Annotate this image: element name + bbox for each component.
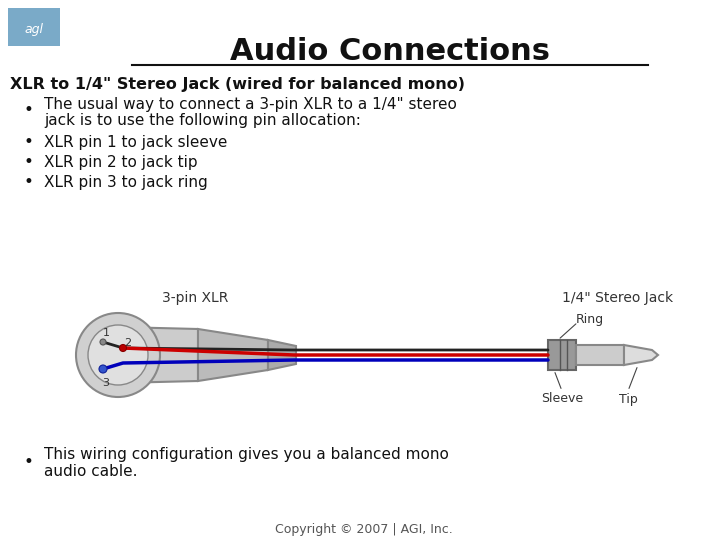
Polygon shape: [198, 329, 268, 381]
Text: jack is to use the following pin allocation:: jack is to use the following pin allocat…: [44, 114, 361, 128]
Circle shape: [100, 339, 106, 345]
Text: 3-pin XLR: 3-pin XLR: [162, 291, 228, 305]
Circle shape: [119, 345, 127, 352]
Text: Audio Connections: Audio Connections: [230, 38, 550, 67]
FancyBboxPatch shape: [548, 340, 576, 370]
Text: agl: agl: [25, 23, 44, 37]
Text: XLR pin 1 to jack sleeve: XLR pin 1 to jack sleeve: [44, 134, 227, 150]
Text: XLR pin 3 to jack ring: XLR pin 3 to jack ring: [44, 175, 207, 189]
Text: 2: 2: [124, 338, 132, 348]
Circle shape: [99, 365, 107, 373]
Text: The usual way to connect a 3-pin XLR to a 1/4" stereo: The usual way to connect a 3-pin XLR to …: [44, 98, 457, 112]
Circle shape: [88, 325, 148, 385]
Text: Ring: Ring: [576, 312, 604, 325]
Text: 1: 1: [103, 328, 109, 338]
Text: •: •: [23, 453, 33, 471]
Text: audio cable.: audio cable.: [44, 465, 138, 479]
Text: Sleeve: Sleeve: [541, 393, 583, 406]
FancyBboxPatch shape: [576, 345, 624, 365]
Polygon shape: [268, 340, 296, 370]
Text: 1/4" Stereo Jack: 1/4" Stereo Jack: [563, 291, 673, 305]
Text: •: •: [23, 101, 33, 119]
Text: XLR pin 2 to jack tip: XLR pin 2 to jack tip: [44, 155, 197, 169]
Circle shape: [76, 313, 160, 397]
Text: Tip: Tip: [619, 393, 638, 406]
Text: XLR to 1/4" Stereo Jack (wired for balanced mono): XLR to 1/4" Stereo Jack (wired for balan…: [10, 76, 465, 92]
Text: This wiring configuration gives you a balanced mono: This wiring configuration gives you a ba…: [44, 448, 449, 462]
Text: Copyright © 2007 | AGI, Inc.: Copyright © 2007 | AGI, Inc.: [275, 524, 453, 537]
Text: •: •: [23, 153, 33, 171]
Polygon shape: [118, 327, 198, 383]
Text: •: •: [23, 173, 33, 191]
FancyBboxPatch shape: [8, 8, 60, 46]
Text: 3: 3: [103, 378, 109, 388]
Polygon shape: [624, 345, 658, 365]
Text: •: •: [23, 133, 33, 151]
